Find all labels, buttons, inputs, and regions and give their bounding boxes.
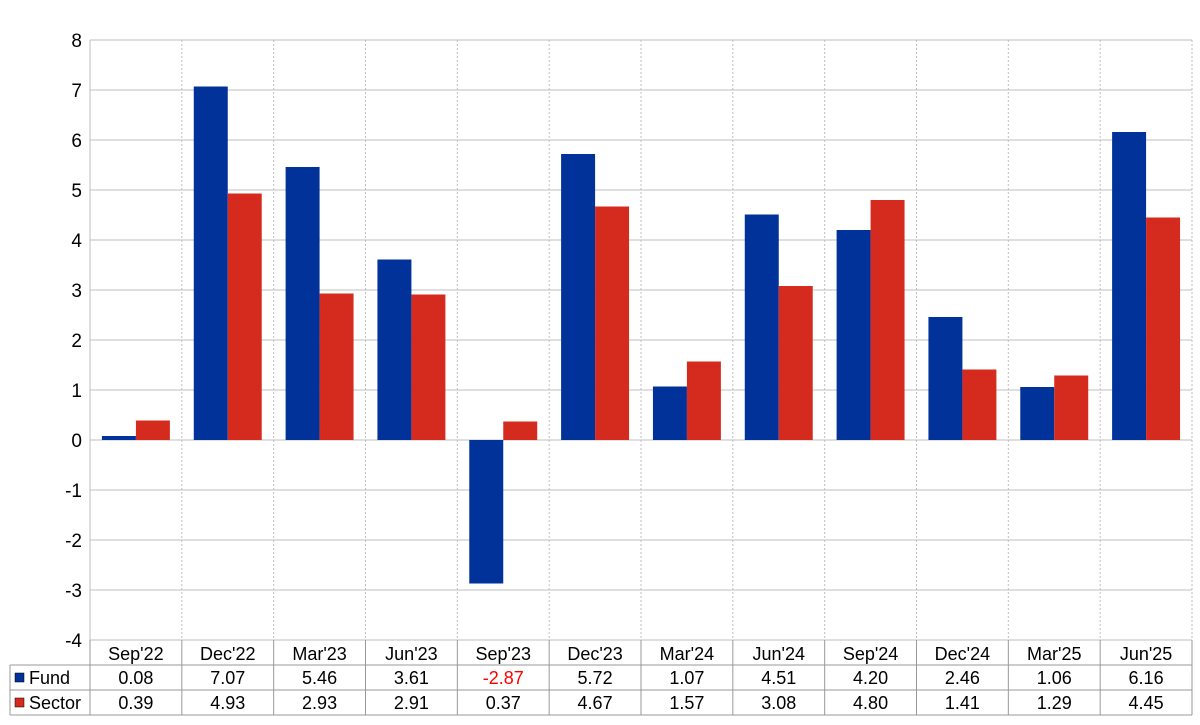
- data-label: 5.72: [578, 668, 613, 688]
- bar-sector: [503, 421, 538, 440]
- legend-swatch-sector: [14, 697, 25, 708]
- data-label: 1.57: [669, 693, 704, 713]
- data-label: 4.93: [210, 693, 245, 713]
- data-label: 0.08: [118, 668, 153, 688]
- bars-layer: [101, 86, 1181, 584]
- legend-label-sector: Sector: [29, 693, 81, 713]
- bar-sector: [319, 293, 354, 440]
- data-table: Sep'22 Dec'22 Mar'23 Jun'23 Sep'23 Dec'23 Mar'…: [9, 640, 1193, 716]
- bar-sector: [135, 420, 170, 440]
- y-tick-label: 1: [71, 381, 82, 402]
- data-label: 4.80: [853, 693, 888, 713]
- y-tick-label: -4: [65, 631, 82, 652]
- data-label: 6.16: [1129, 668, 1164, 688]
- category-label: Sep'22: [108, 644, 164, 664]
- data-label: 2.93: [302, 693, 337, 713]
- y-tick-label: 5: [71, 181, 82, 202]
- data-label: 1.06: [1037, 668, 1072, 688]
- bar-fund: [836, 230, 871, 440]
- bar-fund: [744, 214, 779, 440]
- y-tick-label: 6: [71, 131, 82, 152]
- y-tick-label: -2: [65, 531, 82, 552]
- bar-fund: [928, 317, 963, 440]
- y-tick-label: 3: [71, 281, 82, 302]
- category-label: Mar'23: [292, 644, 346, 664]
- bar-sector: [962, 369, 997, 440]
- y-tick-label: 7: [71, 81, 82, 102]
- data-label: 5.46: [302, 668, 337, 688]
- category-label: Dec'22: [200, 644, 255, 664]
- data-label: 4.45: [1129, 693, 1164, 713]
- category-label: Jun'25: [1120, 644, 1172, 664]
- legend-label-fund: Fund: [29, 668, 70, 688]
- bar-fund: [469, 440, 504, 584]
- data-label: 3.08: [761, 693, 796, 713]
- data-label: 4.20: [853, 668, 888, 688]
- data-label: 4.51: [761, 668, 796, 688]
- y-tick-label: 0: [71, 431, 82, 452]
- data-label: 1.07: [669, 668, 704, 688]
- bar-fund: [377, 259, 412, 440]
- bar-fund: [561, 154, 596, 440]
- bar-fund: [652, 386, 687, 440]
- y-tick-label: 8: [71, 31, 82, 52]
- y-tick-label: -1: [65, 481, 82, 502]
- data-label: 1.29: [1037, 693, 1072, 713]
- bar-fund: [1112, 132, 1147, 440]
- y-axis: 8 7 6 5 4 3 2 1 0 -1 -2 -3 -4: [65, 31, 82, 652]
- data-label: 1.41: [945, 693, 980, 713]
- data-label: 2.91: [394, 693, 429, 713]
- bar-sector: [1054, 375, 1089, 440]
- data-label: 4.67: [578, 693, 613, 713]
- legend-swatch-fund: [14, 672, 25, 683]
- data-label: -2.87: [483, 668, 524, 688]
- bar-fund: [285, 167, 320, 440]
- bar-fund: [1020, 387, 1055, 440]
- category-label: Mar'25: [1027, 644, 1081, 664]
- bar-fund: [193, 86, 228, 440]
- y-tick-label: 4: [71, 231, 82, 252]
- bar-fund: [101, 436, 136, 440]
- y-tick-label: 2: [71, 331, 82, 352]
- bar-sector: [778, 286, 813, 440]
- category-label: Sep'23: [476, 644, 532, 664]
- data-label: 7.07: [210, 668, 245, 688]
- category-label: Jun'23: [385, 644, 437, 664]
- data-label: 2.46: [945, 668, 980, 688]
- category-label: Mar'24: [660, 644, 714, 664]
- bar-sector: [411, 294, 446, 440]
- category-label: Jun'24: [753, 644, 805, 664]
- y-tick-label: -3: [65, 581, 82, 602]
- category-label: Dec'23: [567, 644, 622, 664]
- bar-sector: [1146, 217, 1181, 440]
- bar-sector: [686, 361, 721, 440]
- data-label: 3.61: [394, 668, 429, 688]
- bar-sector: [595, 206, 630, 440]
- bar-sector: [870, 200, 905, 440]
- data-label: 0.39: [118, 693, 153, 713]
- category-label: Sep'24: [843, 644, 899, 664]
- bar-sector: [227, 193, 262, 440]
- category-label: Dec'24: [935, 644, 990, 664]
- data-label: 0.37: [486, 693, 521, 713]
